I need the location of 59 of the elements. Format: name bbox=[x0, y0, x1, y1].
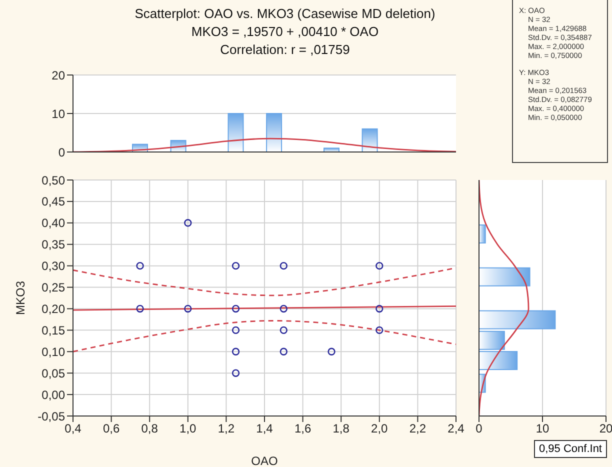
y-tick-label: 0 bbox=[58, 145, 66, 160]
x-tick-label: 0,4 bbox=[64, 422, 82, 436]
point bbox=[376, 326, 384, 334]
point bbox=[232, 326, 240, 334]
point bbox=[232, 304, 240, 313]
point bbox=[280, 262, 288, 270]
x-tick-label: 1,8 bbox=[332, 422, 350, 436]
x-tick-label: 20 bbox=[599, 422, 612, 436]
chart-subtitle: MKO3 = ,19570 + ,00410 * OAO bbox=[191, 24, 379, 39]
bar bbox=[266, 113, 282, 152]
x-tick-label: 1,0 bbox=[180, 422, 197, 436]
y-tick-label: 0,00 bbox=[42, 388, 66, 402]
x-tick-label: 0,8 bbox=[141, 422, 158, 436]
y-tick-label: 0,40 bbox=[42, 216, 66, 230]
point bbox=[232, 348, 240, 356]
x-tick-label: 1,4 bbox=[256, 422, 274, 436]
x-tick-label: 10 bbox=[536, 422, 550, 436]
x-axis-title: OAO bbox=[251, 454, 278, 467]
x-tick-label: 0,6 bbox=[102, 422, 120, 436]
line-series bbox=[73, 320, 456, 352]
x-tick-label: 2,2 bbox=[409, 422, 426, 436]
bar bbox=[362, 128, 378, 152]
y-tick-label: 0,45 bbox=[42, 194, 66, 209]
bar bbox=[479, 267, 530, 286]
x-tick-label: 1,2 bbox=[218, 422, 235, 436]
bar bbox=[479, 224, 486, 244]
x-tick-label: 1,6 bbox=[294, 422, 312, 436]
y-tick-label: 20 bbox=[52, 68, 66, 82]
point bbox=[280, 304, 288, 313]
point bbox=[232, 262, 240, 270]
bar bbox=[323, 148, 340, 152]
chart-title: Scatterplot: OAO vs. MKO3 (Casewise MD deletion) bbox=[134, 6, 436, 21]
y-axis-title: MKO3 bbox=[13, 280, 28, 316]
x-tick-label: 0 bbox=[476, 422, 483, 436]
x-tick-label: 2,4 bbox=[448, 422, 465, 436]
y-tick-label: 0,05 bbox=[42, 366, 66, 380]
point bbox=[184, 219, 192, 227]
y-tick-label: 0,30 bbox=[42, 259, 66, 274]
point bbox=[280, 348, 288, 356]
y-tick-label: 0,15 bbox=[42, 323, 66, 338]
point bbox=[136, 304, 144, 313]
point bbox=[376, 262, 384, 270]
y-tick-label: 10 bbox=[52, 106, 66, 121]
y-tick-label: 0,20 bbox=[42, 302, 66, 316]
point bbox=[328, 348, 336, 356]
point bbox=[280, 326, 288, 334]
bar bbox=[228, 113, 244, 152]
point bbox=[136, 262, 144, 270]
y-tick-label: 0,25 bbox=[42, 280, 66, 295]
y-tick-label: 0,35 bbox=[42, 238, 66, 252]
x-tick-label: 2,0 bbox=[371, 422, 388, 436]
y-tick-label: 0,50 bbox=[42, 173, 66, 188]
y-tick-label: -0,05 bbox=[38, 409, 66, 424]
text: 0,95 Conf.Int bbox=[534, 440, 607, 458]
point bbox=[232, 369, 240, 377]
y-tick-label: 0,10 bbox=[42, 344, 66, 359]
point bbox=[376, 304, 384, 313]
text: Correlation: r = ,01759 bbox=[220, 42, 350, 57]
point bbox=[184, 304, 192, 313]
